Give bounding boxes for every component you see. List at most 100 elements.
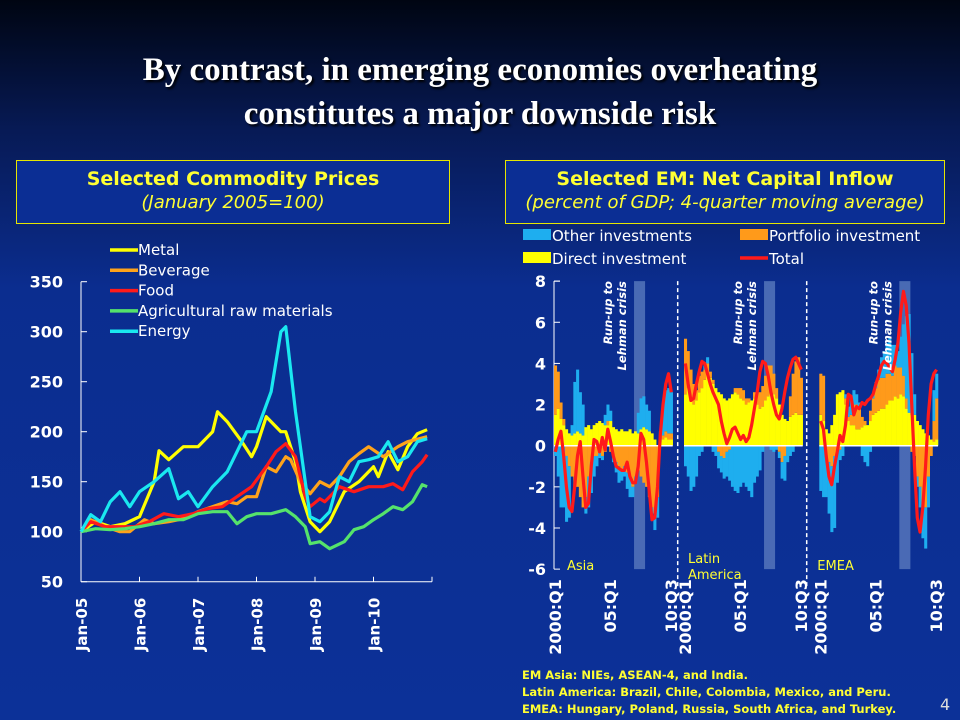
bar-other: [791, 445, 795, 452]
bar-direct: [556, 408, 560, 446]
bar-portfolio: [874, 388, 878, 413]
bar-direct: [797, 414, 801, 446]
footnote-emea: EMEA: Hungary, Poland, Russia, South Afr…: [522, 702, 897, 716]
bar-direct: [562, 425, 566, 446]
bar-portfolio: [617, 445, 621, 467]
x-tick-label: 10:Q3: [927, 579, 946, 632]
bar-portfolio: [885, 373, 889, 405]
bar-portfolio: [700, 371, 704, 389]
bar-direct: [697, 392, 701, 446]
bar-direct: [780, 414, 784, 446]
bar-portfolio: [860, 416, 864, 428]
bar-other: [736, 445, 740, 494]
bar-direct: [838, 392, 842, 446]
bar-direct: [587, 425, 591, 446]
bar-other: [578, 392, 582, 434]
bar-direct: [584, 427, 588, 446]
bar-direct: [888, 400, 892, 446]
bar-other: [700, 445, 704, 452]
bar-direct: [761, 406, 765, 446]
bar-portfolio: [764, 375, 768, 401]
bar-direct: [717, 392, 721, 446]
bar-portfolio: [620, 445, 624, 471]
bar-portfolio: [849, 414, 853, 426]
bar-other: [719, 455, 723, 473]
bar-portfolio: [708, 371, 712, 378]
bar-portfolio: [600, 445, 604, 456]
series-line-metal: [80, 410, 428, 534]
bar-portfolio: [904, 398, 908, 409]
total-line-1: [683, 355, 803, 446]
bar-portfolio: [772, 373, 776, 395]
annotation-run-up: Run-up to: [601, 281, 615, 344]
bar-other: [642, 396, 646, 428]
bar-direct: [611, 427, 616, 446]
bar-portfolio: [634, 445, 638, 477]
bar-other: [600, 455, 604, 461]
bar-direct: [609, 421, 613, 446]
bar-portfolio: [703, 369, 707, 380]
bar-portfolio: [855, 404, 859, 430]
bar-other: [913, 394, 917, 415]
bar-direct: [741, 400, 746, 446]
bar-portfolio: [570, 445, 574, 477]
bar-portfolio: [628, 445, 632, 477]
bar-portfolio: [791, 373, 795, 415]
bar-portfolio: [661, 435, 665, 440]
region-label: Asia: [567, 559, 594, 574]
bar-portfolio: [739, 388, 743, 399]
y-tick-label: 100: [30, 523, 63, 542]
bar-other: [775, 445, 779, 450]
bar-other: [846, 406, 850, 417]
title-line-1: By contrast, in emerging economies overh…: [142, 52, 818, 88]
bar-portfolio: [838, 445, 842, 450]
y-tick-label: 350: [30, 273, 63, 292]
bar-portfolio: [758, 392, 762, 409]
legend-label: Beverage: [138, 261, 210, 279]
bar-direct: [625, 431, 629, 446]
y-tick-label: 6: [535, 313, 546, 332]
footnote-latin-america: Latin America: Brazil, Chile, Colombia, …: [522, 685, 891, 699]
bar-portfolio: [910, 445, 914, 452]
bar-portfolio: [921, 445, 925, 508]
bar-other: [935, 373, 939, 399]
bar-other: [841, 445, 845, 456]
bar-portfolio: [689, 369, 693, 401]
bar-direct: [686, 388, 690, 446]
bar-direct: [700, 388, 704, 446]
bar-direct: [636, 433, 640, 446]
x-tick-label: 05:Q1: [731, 579, 750, 632]
bar-direct: [893, 396, 897, 446]
bar-other: [567, 466, 571, 518]
bar-direct: [882, 408, 886, 446]
x-tick-label: 10:Q3: [792, 579, 811, 632]
region-label: EMEA: [817, 559, 854, 574]
bar-portfolio: [653, 445, 657, 514]
bar-direct: [904, 408, 908, 446]
bar-direct: [935, 439, 939, 446]
bar-portfolio: [871, 398, 875, 415]
bar-other: [562, 445, 566, 508]
bar-other: [639, 398, 643, 430]
bar-other: [918, 486, 922, 508]
bar-other: [576, 369, 580, 432]
bar-other: [741, 445, 746, 483]
bar-other: [833, 455, 837, 528]
bar-direct: [692, 404, 696, 446]
annotation-lehman: Lehman crisis: [880, 281, 894, 370]
bar-other: [620, 470, 624, 481]
x-tick-label: 05:Q1: [867, 579, 886, 632]
bar-portfolio: [888, 373, 892, 401]
bar-portfolio: [559, 402, 563, 419]
x-tick-label: Jan-09: [307, 598, 325, 652]
bar-other: [686, 445, 690, 477]
bar-other: [926, 476, 930, 508]
bar-direct: [929, 439, 933, 446]
bar-direct: [835, 394, 839, 446]
bar-portfolio: [595, 445, 599, 456]
commodity-chart-title-box: Selected Commodity Prices (January 2005=…: [16, 160, 450, 224]
bar-other: [783, 455, 787, 481]
bar-portfolio: [819, 373, 823, 415]
bar-other: [852, 390, 856, 405]
